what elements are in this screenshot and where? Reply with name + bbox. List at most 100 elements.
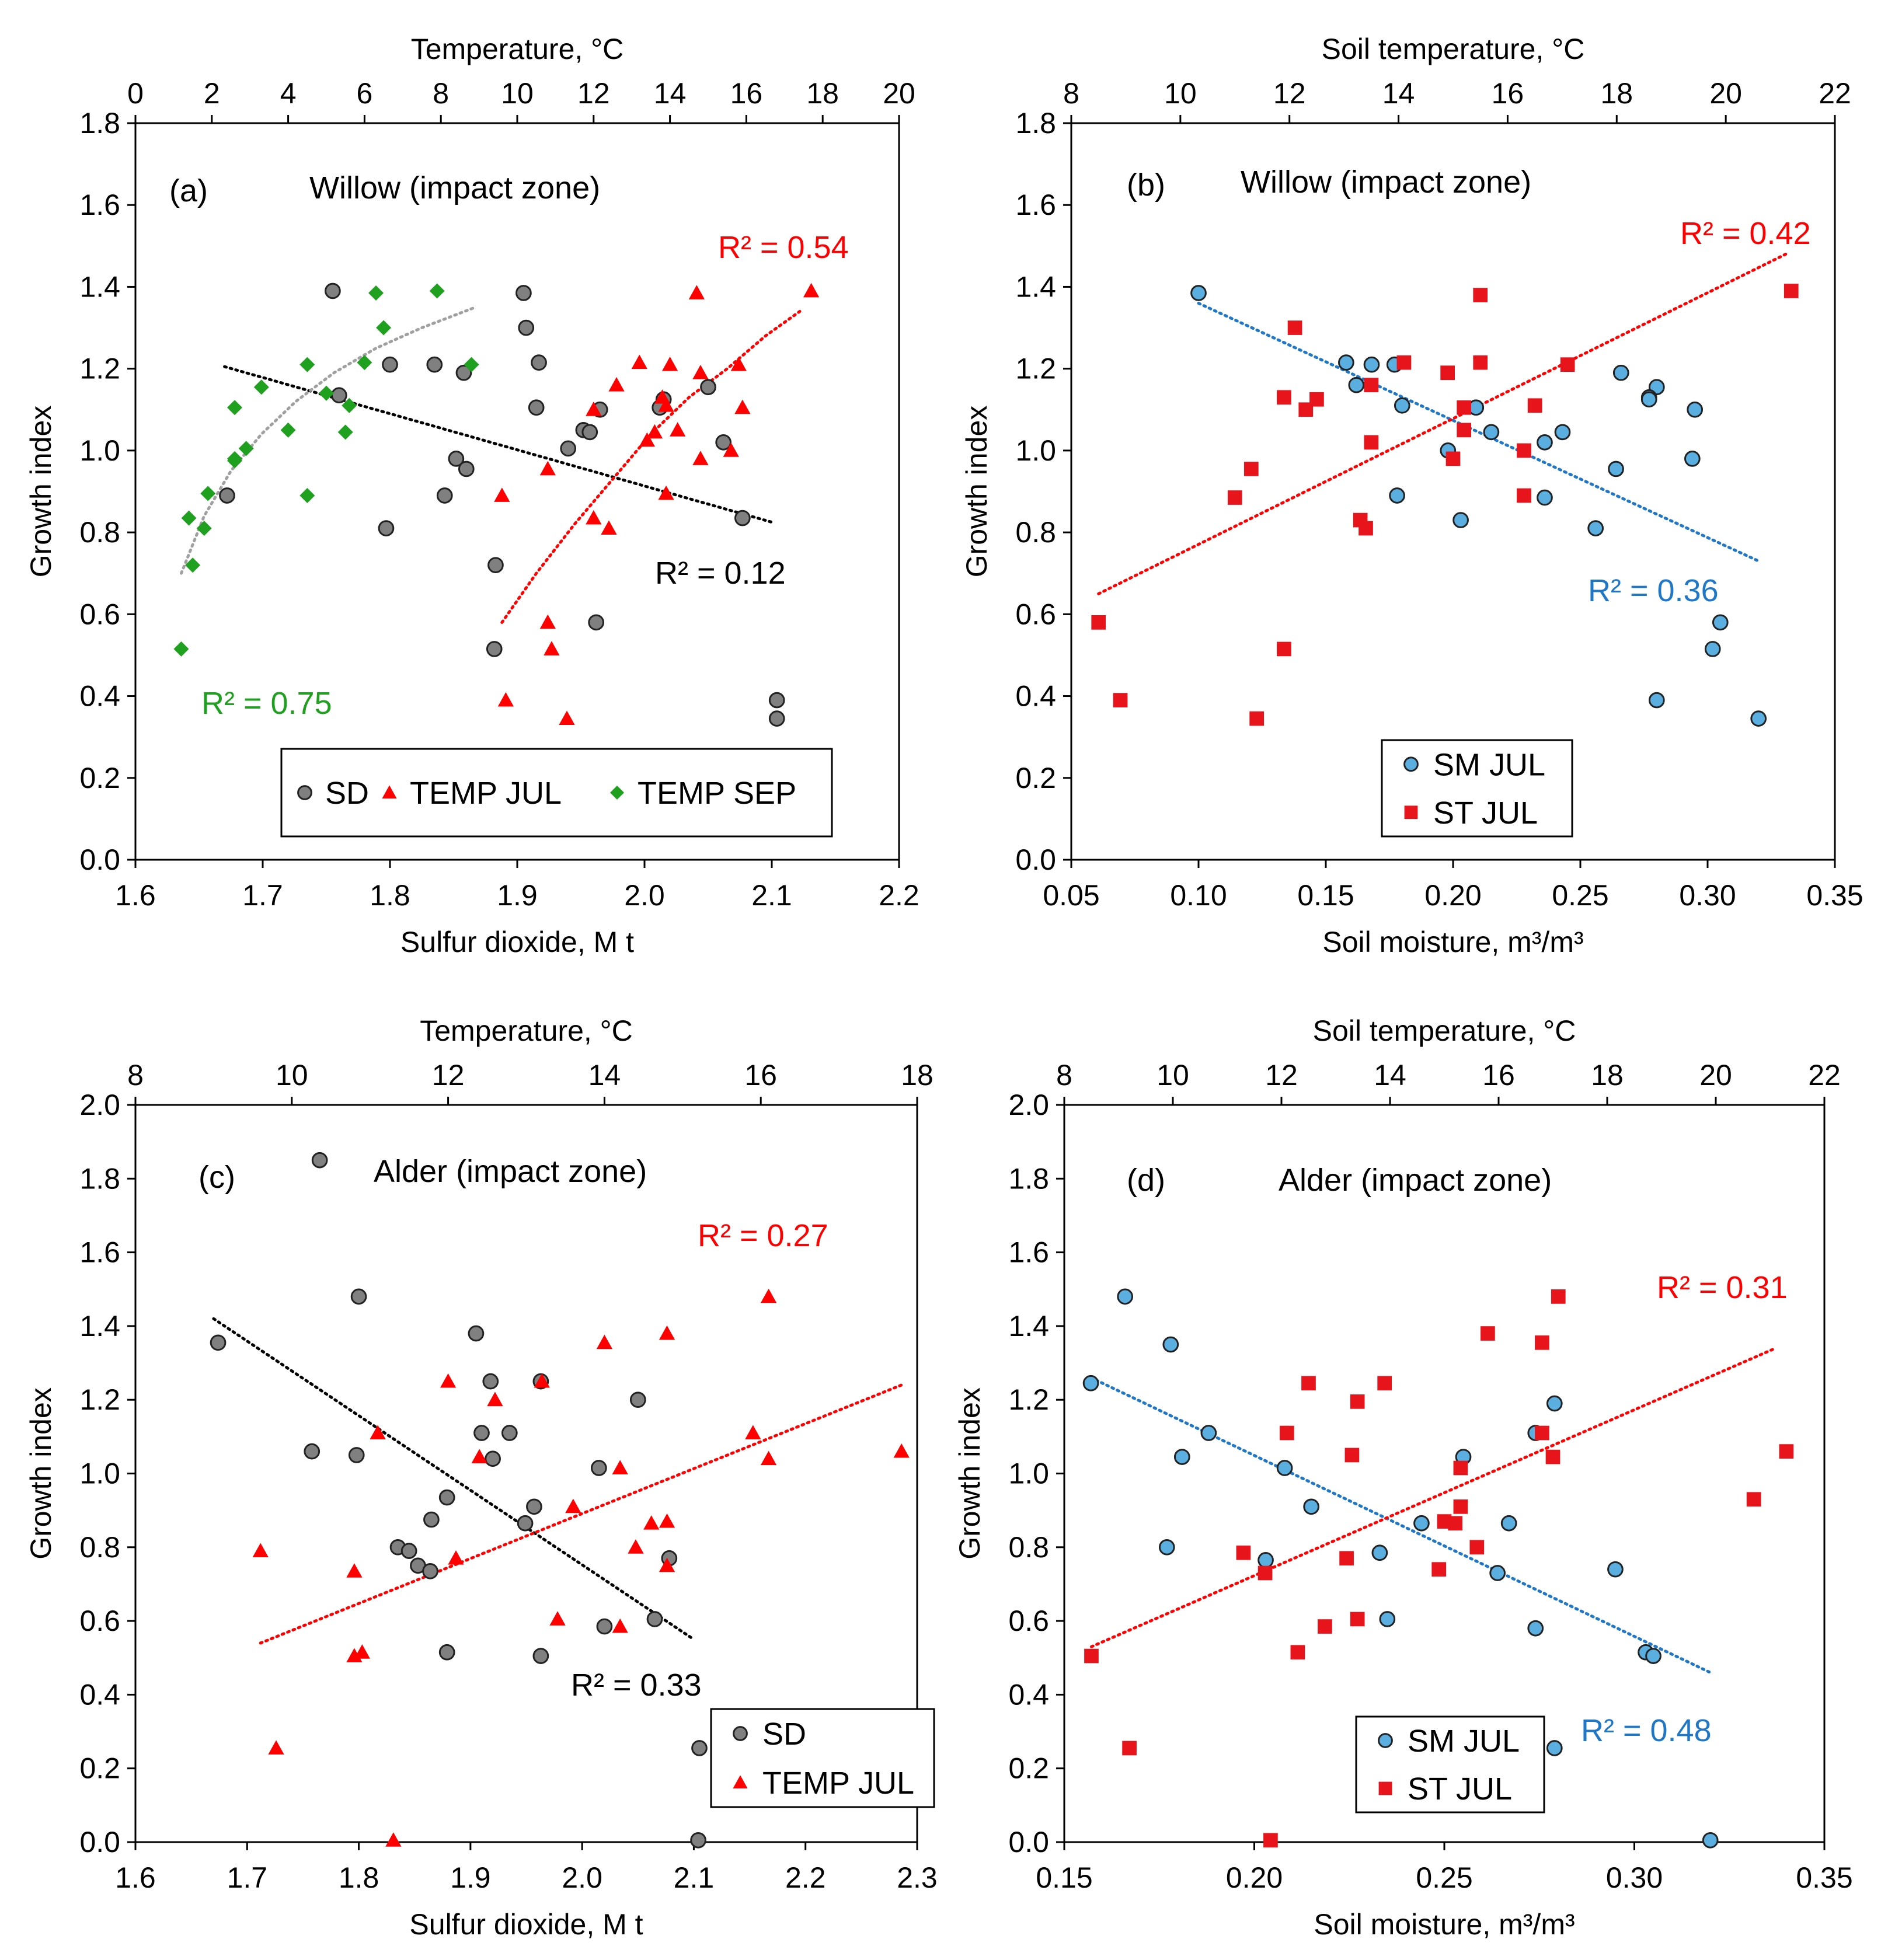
- data-point: [1200, 1425, 1217, 1441]
- data-point: [382, 356, 398, 373]
- data-point: [448, 451, 465, 467]
- x2-tick-label: 16: [1492, 77, 1524, 110]
- x2-tick-label: 10: [1164, 77, 1197, 110]
- x-tick-label: 2.1: [674, 1861, 715, 1894]
- data-point: [692, 365, 709, 379]
- y-tick-label: 0.4: [1015, 680, 1056, 713]
- data-point: [1243, 462, 1259, 476]
- x2-tick-label: 6: [356, 77, 372, 110]
- data-point: [1277, 390, 1291, 405]
- series-sd: [219, 283, 785, 727]
- y-tick-label: 1.6: [1008, 1236, 1049, 1269]
- r2-label: R² = 0.42: [1680, 216, 1811, 251]
- data-point: [760, 1288, 777, 1303]
- y-tick-label: 0.8: [79, 516, 120, 549]
- y-tick-label: 0.4: [79, 1678, 120, 1711]
- series-temp-jul: [494, 283, 820, 726]
- y-tick-label: 0.2: [1008, 1752, 1049, 1785]
- x-tick-label: 0.35: [1796, 1861, 1852, 1894]
- data-point: [1082, 1375, 1099, 1391]
- r2-label: R² = 0.31: [1657, 1270, 1788, 1305]
- y-tick-label: 0.2: [79, 1752, 120, 1785]
- data-point: [1469, 1540, 1485, 1555]
- data-point: [1389, 487, 1405, 504]
- legend-marker: [297, 785, 312, 800]
- data-point: [350, 1288, 367, 1305]
- data-point: [559, 710, 575, 726]
- panel-title: Alder (impact zone): [374, 1154, 647, 1189]
- data-point: [426, 356, 443, 373]
- data-point: [448, 1550, 464, 1565]
- data-point: [532, 1648, 549, 1664]
- data-point: [376, 320, 392, 336]
- data-point: [299, 357, 315, 372]
- x-tick-label: 1.9: [497, 879, 538, 912]
- x2-axis-title: Soil temperature, °C: [1322, 33, 1585, 65]
- data-point: [385, 1832, 402, 1847]
- r2-label: R² = 0.75: [201, 686, 332, 721]
- data-point: [1537, 434, 1553, 451]
- data-point: [715, 434, 732, 451]
- y-tick-label: 1.4: [79, 270, 120, 303]
- x-tick-label: 0.05: [1043, 879, 1099, 912]
- x-tick-label: 1.7: [227, 1861, 268, 1894]
- x2-tick-label: 8: [127, 1059, 144, 1091]
- panel-c: 1.6 1.7 1.8 1.9 2.0 2.1 2.2 2.3 8 10 12 14 16 18 0.0 0.…: [25, 1014, 938, 1941]
- trend-line-sd: [212, 1317, 695, 1641]
- x-tick-label: 0.30: [1606, 1861, 1663, 1894]
- series-sm-jul: [1190, 285, 1767, 727]
- data-point: [596, 1334, 613, 1349]
- data-point: [1457, 400, 1472, 415]
- data-point: [612, 1460, 628, 1474]
- legend-label: ST JUL: [1433, 796, 1538, 831]
- x2-tick-label: 4: [280, 77, 297, 110]
- data-point: [1452, 512, 1469, 528]
- legend-label: SD: [325, 776, 369, 811]
- y-tick-label: 1.0: [1015, 434, 1056, 467]
- legend-label: SM JUL: [1433, 747, 1545, 782]
- data-point: [1750, 710, 1767, 727]
- data-point: [658, 485, 674, 500]
- data-point: [1091, 615, 1106, 630]
- series-temp-sep: [173, 283, 479, 657]
- y-tick-label: 0.4: [79, 680, 120, 713]
- legend-marker: [1404, 805, 1418, 819]
- data-point: [1377, 1376, 1392, 1391]
- y-tick-label: 1.2: [1008, 1383, 1049, 1416]
- data-point: [661, 357, 678, 371]
- legend-label: ST JUL: [1408, 1771, 1512, 1806]
- legend-marker: [733, 1775, 748, 1789]
- trend-line-st-jul: [1097, 252, 1788, 595]
- data-point: [1440, 365, 1455, 381]
- data-point: [497, 692, 514, 707]
- x2-tick-label: 16: [730, 77, 763, 110]
- y-tick-label: 0.0: [79, 843, 120, 876]
- data-point: [690, 1832, 706, 1849]
- data-point: [1473, 288, 1488, 302]
- y-tick-label: 1.4: [79, 1310, 120, 1342]
- panel-d: 0.15 0.20 0.25 0.30 0.35 8 10 12 14 16 18 20 22 0.0 0.…: [953, 1014, 1853, 1941]
- data-point: [1258, 1552, 1274, 1568]
- x2-tick-label: 12: [1273, 77, 1306, 110]
- x-axis-title: Soil moisture, m³/m³: [1322, 926, 1583, 958]
- data-point: [517, 1515, 534, 1532]
- y-tick-label: 2.0: [1008, 1089, 1049, 1121]
- data-point: [1535, 1335, 1549, 1350]
- y-tick-label: 1.6: [1015, 189, 1056, 221]
- data-point: [1413, 1515, 1430, 1532]
- data-point: [1612, 364, 1629, 381]
- data-point: [768, 692, 785, 709]
- legend-marker: [610, 786, 624, 800]
- data-point: [560, 440, 577, 457]
- x2-tick-label: 16: [744, 1059, 777, 1091]
- data-point: [581, 424, 598, 441]
- data-point: [1277, 641, 1291, 657]
- data-point: [688, 285, 705, 299]
- data-point: [200, 486, 216, 501]
- data-point: [518, 319, 535, 336]
- data-point: [608, 377, 625, 392]
- legend-label: TEMP SEP: [638, 776, 796, 811]
- data-point: [238, 441, 254, 456]
- y-tick-label: 1.6: [79, 1236, 120, 1269]
